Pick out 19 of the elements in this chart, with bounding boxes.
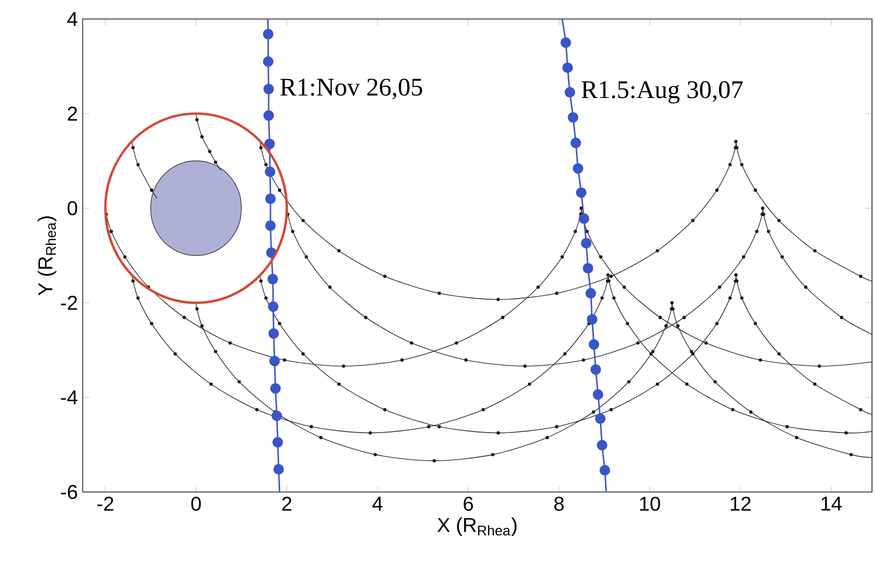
y-tick-label: 2 (68, 106, 77, 121)
x-tick-label: 14 (822, 496, 842, 510)
x-tick-label: 12 (730, 496, 751, 511)
x-tick-label: 10 (640, 496, 660, 511)
x-tick-label: 4 (372, 496, 383, 510)
y-tick-label: 0 (68, 201, 78, 216)
x-tick-label: 2 (282, 496, 292, 511)
y-axis-title: Y (R$_{Rhea}$) (38, 216, 56, 296)
series-label: R1.5:Aug 30,07 (582, 81, 743, 104)
x-tick-label: 8 (554, 496, 564, 511)
y-tick-label: -2 (61, 296, 77, 310)
x-tick-label: -2 (97, 496, 114, 511)
series-label: R1:Nov 26,05 (280, 78, 422, 100)
y-tick-label: -6 (61, 484, 78, 500)
x-tick-label: 6 (464, 496, 473, 511)
y-tick-label: 4 (67, 12, 78, 26)
x-tick-label: 0 (191, 496, 201, 511)
y-tick-label: -4 (61, 390, 78, 404)
x-axis-title: X (R$_{Rhea}$) (437, 517, 516, 536)
